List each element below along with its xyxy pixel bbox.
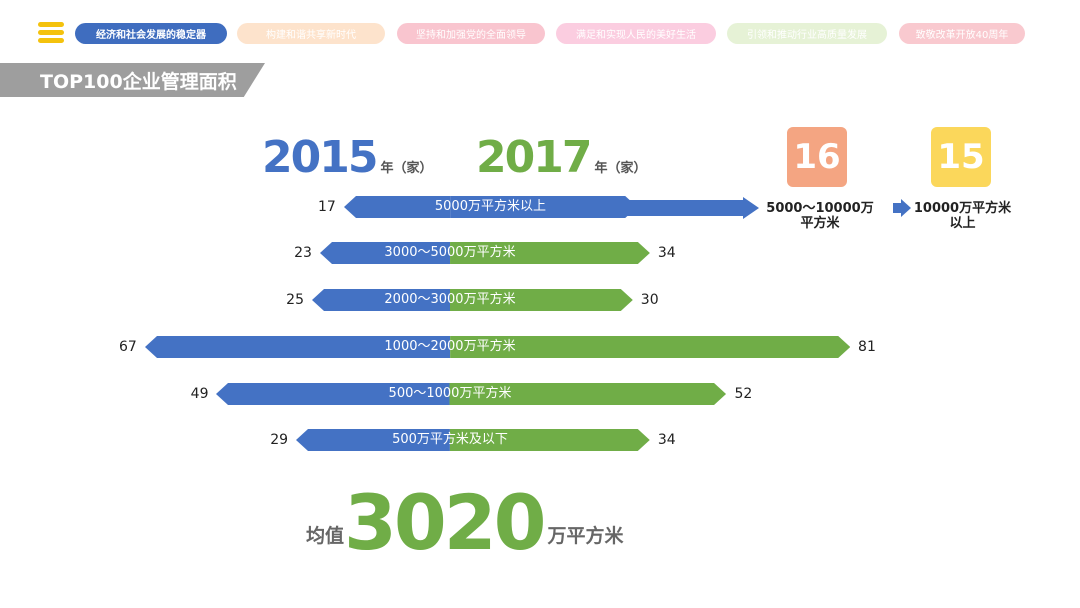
value-2015: 25 bbox=[286, 292, 304, 308]
bar-2015 bbox=[296, 429, 450, 451]
row-label: 3000～5000万平方米 bbox=[384, 245, 516, 260]
caption-10000-plus: 10000万平方米 以上 bbox=[913, 201, 1012, 231]
row-label: 500万平方米及以下 bbox=[392, 432, 508, 447]
menu-icon[interactable] bbox=[38, 22, 64, 44]
legend-2015: 2015 年（家） bbox=[262, 132, 433, 183]
bar-2015 bbox=[312, 289, 450, 311]
bar-2015 bbox=[216, 383, 450, 405]
row-label: 5000万平方米以上 bbox=[434, 199, 546, 214]
value-2017: 34 bbox=[657, 245, 676, 261]
bar-2015 bbox=[144, 336, 450, 358]
value-2017: 34 bbox=[657, 432, 676, 448]
bar-2017 bbox=[450, 289, 633, 311]
bar-2015 bbox=[343, 196, 450, 218]
bar-2017 bbox=[449, 242, 650, 264]
page-title: TOP100企业管理面积 bbox=[0, 63, 265, 97]
value-2017: 81 bbox=[858, 339, 876, 355]
value-2015: 23 bbox=[294, 245, 312, 261]
bar-2015 bbox=[319, 242, 450, 264]
tab-0[interactable]: 经济和社会发展的稳定器 bbox=[75, 23, 227, 44]
value-2015: 49 bbox=[190, 386, 209, 402]
row-bar bbox=[216, 383, 727, 405]
count-box-10000-plus: 15 bbox=[931, 127, 991, 187]
row-label: 1000～2000万平方米 bbox=[384, 339, 516, 354]
caption-5000-10000: 5000～10000万 平方米 bbox=[766, 201, 874, 231]
value-2015: 17 bbox=[318, 199, 336, 215]
row-label: 2000～3000万平方米 bbox=[384, 292, 516, 307]
tab-1[interactable]: 构建和谐共享新时代 bbox=[237, 23, 385, 44]
row-label: 500～1000万平方米 bbox=[388, 386, 512, 401]
value-2015: 67 bbox=[119, 339, 137, 355]
tab-5[interactable]: 致敬改革开放40周年 bbox=[899, 23, 1025, 44]
count-box-5000-10000: 16 bbox=[787, 127, 847, 187]
arrow-right-2 bbox=[893, 199, 911, 217]
row-bar bbox=[144, 336, 851, 358]
row-bar bbox=[312, 289, 633, 311]
value-2017: 52 bbox=[734, 386, 753, 402]
tab-4[interactable]: 引领和推动行业高质量发展 bbox=[727, 23, 887, 44]
tab-3[interactable]: 满足和实现人民的美好生活 bbox=[556, 23, 716, 44]
tab-2[interactable]: 坚持和加强党的全面领导 bbox=[397, 23, 545, 44]
value-2017: 30 bbox=[640, 292, 659, 308]
row-bar bbox=[319, 242, 650, 264]
arrow-right-1 bbox=[583, 197, 759, 219]
row-bar bbox=[296, 429, 650, 451]
bar-2017 bbox=[449, 336, 851, 358]
legend-2017: 2017 年（家） bbox=[476, 132, 647, 183]
value-2015: 29 bbox=[270, 432, 289, 448]
average-display: 均值 3020 万平方米 bbox=[306, 478, 624, 567]
bar-2017 bbox=[449, 383, 727, 405]
bar-2017 bbox=[449, 429, 650, 451]
